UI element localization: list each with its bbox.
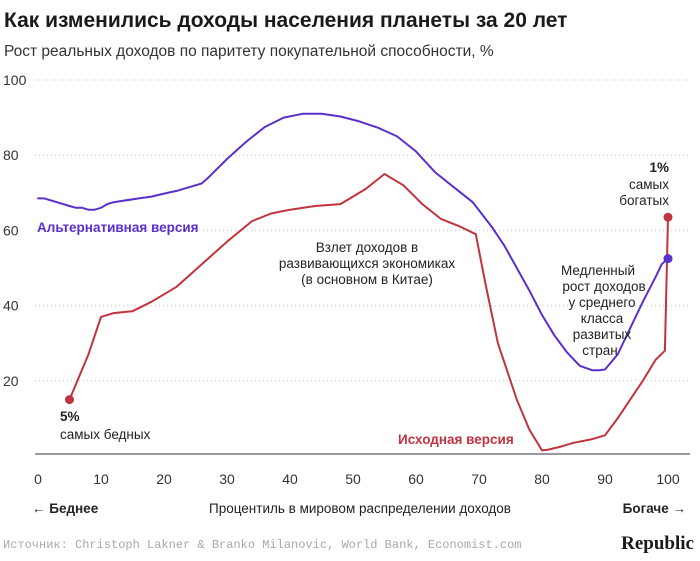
annotation-middle-5: развитых [573, 327, 632, 342]
data-point-marker-0 [65, 395, 74, 405]
y-tick-label: 40 [3, 298, 19, 314]
annotation-middle-2: рост доходов [562, 279, 645, 294]
chart-subtitle: Рост реальных доходов по паритету покупа… [4, 43, 494, 60]
x-tick-label: 70 [471, 471, 487, 487]
x-tick-label: 40 [282, 471, 298, 487]
annotation-middle-3: у среднего [569, 295, 636, 310]
x-right-label: Богаче → [623, 501, 686, 516]
x-tick-label: 100 [656, 471, 680, 487]
x-axis-ticks: 0 10 20 30 40 50 60 70 80 90 100 [34, 471, 680, 487]
series-lines [37, 112, 669, 452]
x-left-label: ← Беднее [32, 501, 99, 516]
series-label-original: Исходная версия [398, 432, 514, 447]
annotation-rich-text-1: самых [629, 177, 669, 192]
x-tick-label: 90 [597, 471, 613, 487]
x-tick-label: 60 [408, 471, 424, 487]
x-tick-label: 50 [345, 471, 361, 487]
annotation-poor-value: 5% [60, 409, 80, 424]
x-tick-label: 80 [534, 471, 550, 487]
x-axis-title: Процентиль в мировом распределении доход… [209, 501, 511, 516]
annotation-rich-value: 1% [649, 160, 669, 175]
x-tick-label: 10 [93, 471, 109, 487]
annotation-middle-6: стран [582, 343, 617, 358]
annotation-emerging-3: (в основном в Китае) [301, 272, 433, 287]
y-tick-label: 100 [3, 72, 27, 88]
annotation-poor-text: самых бедных [60, 427, 151, 442]
y-axis-ticks: 20 40 60 80 100 [3, 72, 27, 389]
annotation-emerging-1: Взлет доходов в [316, 240, 418, 255]
annotation-middle-4: класса [581, 311, 624, 326]
source-note: Источник: Christoph Lakner & Branko Mila… [3, 538, 521, 552]
annotation-middle-1: Медленный [561, 263, 635, 278]
republic-logo: Republic [621, 533, 694, 554]
x-tick-label: 0 [34, 471, 42, 487]
data-point-marker-1 [663, 212, 673, 222]
data-point-marker-2 [663, 254, 673, 264]
series-line-alternative [37, 112, 669, 372]
series-label-alternative: Альтернативная версия [37, 220, 199, 235]
chart-title: Как изменились доходы населения планеты … [4, 9, 567, 32]
x-tick-label: 20 [156, 471, 172, 487]
series-markers [65, 212, 673, 405]
y-tick-label: 60 [3, 222, 19, 238]
y-tick-label: 80 [3, 147, 19, 163]
x-tick-label: 30 [219, 471, 235, 487]
series-line-original [68, 173, 669, 452]
y-tick-label: 20 [3, 373, 19, 389]
annotation-emerging-2: развивающихся экономиках [279, 256, 455, 271]
annotation-rich-text-2: богатых [619, 193, 669, 208]
